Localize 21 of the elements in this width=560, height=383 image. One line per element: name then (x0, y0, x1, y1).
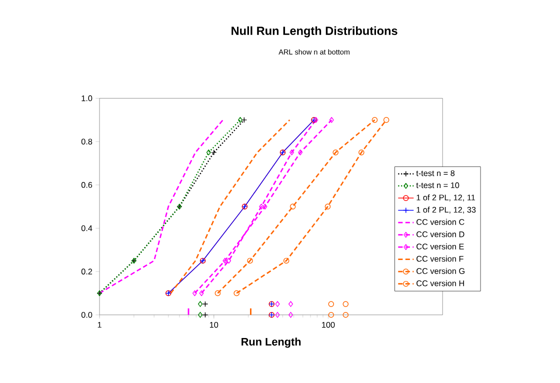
legend-label: t-test n = 10 (416, 182, 460, 188)
legend-label: 1 of 2 PL, 12, 11 (416, 194, 475, 202)
y-tick-label: 0.6 (81, 182, 92, 188)
x-axis-title: Run Length (242, 338, 301, 348)
legend-label: CC version E (416, 243, 464, 250)
x-tick-label: 100 (322, 322, 335, 328)
y-tick-label: 0.2 (81, 268, 92, 274)
legend-label: CC version F (416, 256, 464, 262)
chart-title: Null Run Length Distributions (232, 26, 398, 38)
legend-label: CC version G (416, 268, 464, 274)
y-tick-label: 0.8 (81, 138, 92, 144)
x-tick-label: 10 (210, 322, 218, 328)
legend-label: CC version C (416, 218, 464, 225)
x-tick-label: 1 (98, 322, 102, 328)
legend-label: CC version D (416, 231, 464, 238)
legend-label: t-test n = 8 (416, 170, 455, 176)
y-tick-label: 0.4 (81, 225, 92, 232)
y-tick-label: 0.0 (81, 312, 92, 318)
legend-label: CC version H (416, 280, 464, 286)
y-tick-label: 1.0 (82, 95, 92, 102)
legend-label: 1 of 2 PL, 12, 33 (416, 206, 476, 214)
